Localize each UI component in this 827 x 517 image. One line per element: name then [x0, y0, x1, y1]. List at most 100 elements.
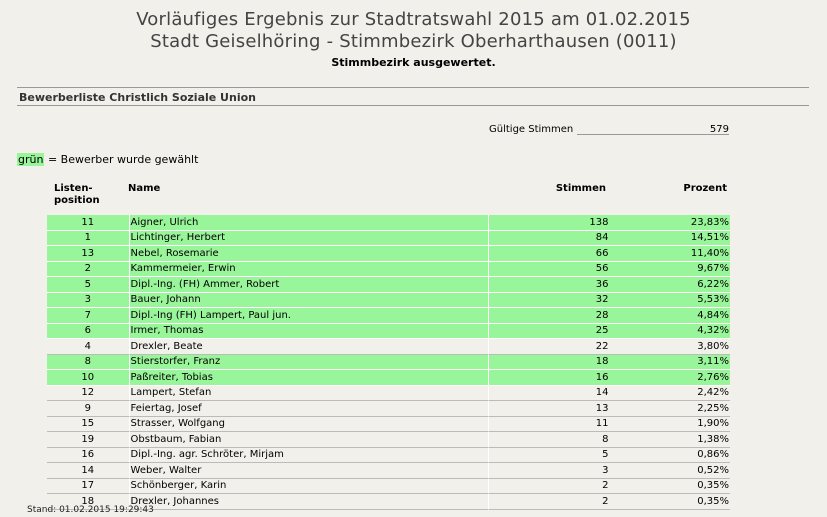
- cell-votes: 14: [489, 386, 610, 401]
- page-subtitle: Stadt Geiselhöring - Stimmbezirk Oberhar…: [150, 31, 677, 52]
- cell-votes: 16: [489, 370, 610, 386]
- header-votes: Stimmen: [555, 183, 606, 194]
- results-table: 11 Aigner, Ulrich 138 23,83% 1 Lichtinger, He…: [47, 215, 730, 510]
- cell-name: Obstbaum, Fabian: [129, 432, 490, 448]
- cell-position: 8: [47, 354, 130, 370]
- cell-percent: 2,76%: [609, 370, 730, 386]
- table-row: 9 Feiertag, Josef 13 2,25%: [47, 401, 730, 417]
- page-title: Vorläufiges Ergebnis zur Stadtratswahl 2…: [136, 9, 691, 30]
- cell-name: Lampert, Stefan: [129, 385, 490, 401]
- cell-percent: 6,22%: [609, 277, 730, 293]
- cell-votes: 2: [489, 479, 610, 494]
- cell-position: 16: [47, 447, 130, 463]
- table-row: 12 Lampert, Stefan 14 2,42%: [47, 385, 730, 401]
- cell-percent: 5,53%: [609, 292, 730, 308]
- cell-votes: 18: [489, 354, 610, 370]
- cell-percent: 0,35%: [609, 494, 730, 510]
- table-row: 7 Dipl.-Ing (FH) Lampert, Paul jun. 28 4,84…: [47, 308, 730, 324]
- cell-position: 6: [47, 323, 130, 339]
- legend: grün = Bewerber wurde gewählt: [17, 153, 198, 166]
- header-position: Listen- position: [54, 183, 100, 207]
- cell-percent: 3,80%: [609, 339, 730, 355]
- cell-name: Dipl.-Ing. agr. Schröter, Mirjam: [129, 447, 490, 463]
- table-row: 3 Bauer, Johann 32 5,53%: [47, 292, 730, 308]
- table-row: 15 Strasser, Wolfgang 11 1,90%: [47, 416, 730, 432]
- cell-votes: 8: [489, 432, 610, 448]
- cell-votes: 3: [489, 463, 610, 479]
- cell-percent: 4,32%: [609, 323, 730, 339]
- cell-percent: 23,83%: [609, 215, 730, 231]
- table-row: 6 Irmer, Thomas 25 4,32%: [47, 323, 730, 339]
- table-row: 11 Aigner, Ulrich 138 23,83%: [47, 215, 730, 231]
- cell-votes: 66: [489, 246, 610, 262]
- table-row: 1 Lichtinger, Herbert 84 14,51%: [47, 230, 730, 246]
- cell-position: 9: [47, 401, 130, 417]
- cell-name: Weber, Walter: [129, 463, 490, 479]
- cell-position: 1: [47, 230, 130, 246]
- cell-name: Schönberger, Karin: [129, 478, 490, 494]
- table-row: 18 Drexler, Johannes 2 0,35%: [47, 494, 730, 510]
- cell-votes: 56: [489, 261, 610, 277]
- cell-name: Nebel, Rosemarie: [129, 246, 490, 262]
- cell-name: Drexler, Beate: [129, 339, 490, 355]
- legend-text: = Bewerber wurde gewählt: [44, 153, 199, 166]
- cell-position: 17: [47, 478, 130, 494]
- header-position-line1: Listen-: [54, 183, 93, 194]
- divider-top: [17, 87, 809, 88]
- cell-percent: 11,40%: [609, 246, 730, 262]
- cell-position: 7: [47, 308, 130, 324]
- valid-votes-underline: [577, 134, 729, 135]
- table-row: 4 Drexler, Beate 22 3,80%: [47, 339, 730, 355]
- cell-percent: 1,90%: [609, 417, 730, 432]
- cell-position: 2: [47, 261, 130, 277]
- table-row: 8 Stierstorfer, Franz 18 3,11%: [47, 354, 730, 370]
- cell-name: Dipl.-Ing. (FH) Ammer, Robert: [129, 277, 490, 293]
- table-row: 10 Paßreiter, Tobias 16 2,76%: [47, 370, 730, 386]
- header-position-line2: position: [54, 195, 100, 206]
- cell-position: 3: [47, 292, 130, 308]
- valid-votes-label: Gültige Stimmen: [489, 124, 574, 135]
- table-row: 14 Weber, Walter 3 0,52%: [47, 463, 730, 479]
- cell-name: Irmer, Thomas: [129, 323, 490, 339]
- cell-votes: 28: [489, 308, 610, 324]
- cell-votes: 36: [489, 277, 610, 293]
- cell-position: 11: [47, 215, 130, 231]
- cell-percent: 0,86%: [609, 448, 730, 463]
- cell-name: Drexler, Johannes: [129, 494, 490, 510]
- cell-position: 19: [47, 432, 130, 448]
- cell-percent: 9,67%: [609, 261, 730, 277]
- cell-votes: 32: [489, 292, 610, 308]
- table-row: 2 Kammermeier, Erwin 56 9,67%: [47, 261, 730, 277]
- cell-position: 18: [47, 494, 130, 510]
- cell-position: 4: [47, 339, 130, 355]
- cell-percent: 3,11%: [609, 354, 730, 370]
- cell-name: Strasser, Wolfgang: [129, 416, 490, 432]
- cell-position: 15: [47, 416, 130, 432]
- cell-votes: 25: [489, 323, 610, 339]
- cell-position: 5: [47, 277, 130, 293]
- header-name: Name: [128, 183, 161, 194]
- cell-name: Bauer, Johann: [129, 292, 490, 308]
- cell-position: 10: [47, 370, 130, 386]
- cell-name: Kammermeier, Erwin: [129, 261, 490, 277]
- divider-bottom: [17, 105, 809, 106]
- status-text: Stimmbezirk ausgewertet.: [331, 56, 496, 69]
- cell-name: Lichtinger, Herbert: [129, 230, 490, 246]
- table-row: 17 Schönberger, Karin 2 0,35%: [47, 478, 730, 494]
- cell-votes: 84: [489, 230, 610, 246]
- cell-name: Stierstorfer, Franz: [129, 354, 490, 370]
- cell-name: Aigner, Ulrich: [129, 215, 490, 231]
- cell-name: Dipl.-Ing (FH) Lampert, Paul jun.: [129, 308, 490, 324]
- table-row: 5 Dipl.-Ing. (FH) Ammer, Robert 36 6,22%: [47, 277, 730, 293]
- legend-marker: grün: [17, 153, 45, 166]
- cell-percent: 14,51%: [609, 230, 730, 246]
- cell-percent: 2,42%: [609, 386, 730, 401]
- cell-percent: 4,84%: [609, 308, 730, 324]
- cell-percent: 0,35%: [609, 479, 730, 494]
- table-row: 16 Dipl.-Ing. agr. Schröter, Mirjam 5 0,86%: [47, 447, 730, 463]
- cell-votes: 11: [489, 417, 610, 432]
- cell-votes: 22: [489, 339, 610, 355]
- timestamp: Stand: 01.02.2015 19:29:43: [27, 505, 154, 515]
- section-title: Bewerberliste Christlich Soziale Union: [19, 91, 256, 104]
- cell-votes: 5: [489, 448, 610, 463]
